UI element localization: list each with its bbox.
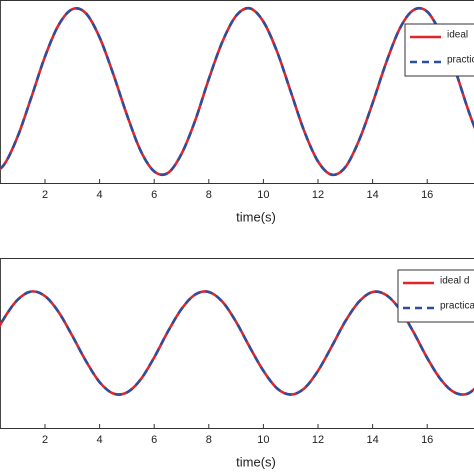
legend-label: ideal d	[440, 276, 469, 287]
axes-box	[0, 258, 474, 429]
legend-box	[404, 23, 474, 77]
series-line	[0, 6, 474, 177]
legend-label: practica	[440, 301, 474, 312]
x-axis-label: time(s)	[236, 454, 276, 469]
x-tick-label: 14	[366, 189, 378, 201]
x-tick-label: 8	[206, 189, 212, 201]
series-line	[0, 6, 474, 177]
axes-box	[0, 0, 474, 184]
x-tick-label: 10	[257, 434, 269, 446]
x-tick-label: 14	[366, 434, 378, 446]
x-tick-label: 10	[257, 189, 269, 201]
x-tick-label: 12	[312, 189, 324, 201]
x-tick-label: 16	[421, 434, 433, 446]
x-tick-label: 6	[151, 189, 157, 201]
x-axis-label: time(s)	[236, 209, 276, 224]
legend-box	[397, 269, 474, 323]
x-tick-label: 16	[421, 189, 433, 201]
x-tick-label: 4	[97, 189, 103, 201]
x-tick-label: 2	[42, 434, 48, 446]
legend-label: practic	[447, 55, 474, 66]
x-tick-label: 2	[42, 189, 48, 201]
x-tick-label: 8	[206, 434, 212, 446]
x-tick-label: 4	[97, 434, 103, 446]
x-tick-label: 12	[312, 434, 324, 446]
x-tick-label: 6	[151, 434, 157, 446]
legend-label: ideal	[447, 30, 468, 41]
